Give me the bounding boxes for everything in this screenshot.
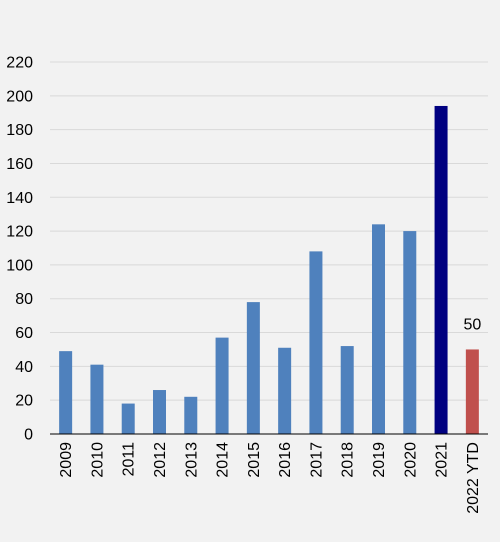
x-tick-label: 2011 — [121, 442, 138, 477]
y-tick-label: 220 — [6, 55, 33, 72]
y-tick-label: 200 — [6, 88, 33, 105]
data-label: 50 — [463, 316, 481, 333]
y-tick-label: 40 — [15, 359, 33, 376]
y-tick-label: 20 — [15, 393, 33, 410]
x-tick-label: 2018 — [340, 442, 357, 478]
data-labels: 50 — [463, 316, 481, 333]
x-tick-label: 2019 — [371, 442, 388, 478]
x-tick-label: 2016 — [277, 442, 294, 478]
bar — [184, 396, 198, 434]
x-tick-label: 2021 — [434, 442, 451, 478]
y-tick-label: 100 — [6, 257, 33, 274]
bar — [340, 346, 354, 434]
x-tick-label: 2010 — [89, 442, 106, 478]
bar — [59, 351, 73, 434]
bars — [59, 105, 479, 435]
x-tick-label: 2020 — [402, 442, 419, 478]
bar — [465, 349, 479, 434]
x-tick-label: 2017 — [308, 442, 325, 478]
bar — [434, 105, 448, 435]
x-tick-label: 2013 — [183, 442, 200, 478]
y-tick-label: 180 — [6, 122, 33, 139]
y-axis-tick-labels: 0 20 40 60 80 100 120 140 160 180 200 220 — [6, 55, 33, 444]
bar — [278, 347, 292, 434]
bar — [309, 251, 323, 434]
y-tick-label: 160 — [6, 156, 33, 173]
y-tick-label: 120 — [6, 224, 33, 241]
x-tick-label: 2015 — [246, 442, 263, 478]
bar — [372, 224, 385, 434]
x-tick-label: 2012 — [152, 442, 169, 478]
y-tick-label: 0 — [24, 427, 33, 444]
bar — [153, 390, 166, 434]
y-tick-label: 140 — [6, 190, 33, 207]
bar — [246, 302, 260, 434]
x-tick-label: 2014 — [215, 442, 232, 478]
x-tick-label: 2009 — [58, 442, 75, 478]
bar — [121, 403, 135, 434]
bar — [403, 231, 417, 434]
x-axis-tick-labels: 2009 2010 2011 2012 2013 2014 2015 2016 2017 2018… — [58, 442, 482, 514]
y-tick-label: 80 — [15, 291, 33, 308]
x-tick-label: 2022 YTD — [465, 442, 482, 514]
gridlines — [50, 61, 488, 401]
bar — [90, 364, 104, 434]
y-tick-label: 60 — [15, 325, 33, 342]
bar — [215, 337, 229, 434]
